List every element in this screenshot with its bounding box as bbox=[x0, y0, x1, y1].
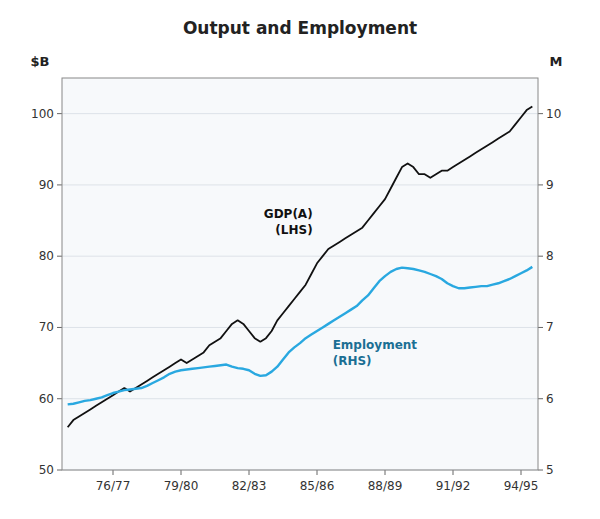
plot-frame bbox=[62, 78, 538, 470]
x-tick-label: 85/86 bbox=[300, 479, 335, 493]
y-tick bbox=[57, 470, 62, 471]
y-axis-label: $B bbox=[31, 54, 50, 69]
plot-area bbox=[62, 78, 538, 470]
y-tick-label: 100 bbox=[31, 107, 54, 121]
chart: 50 60 70 80 90 100 5 6 7 8 9 10 76/77 79/80 82/83 85/86… bbox=[0, 0, 600, 519]
series-label-line: Employment bbox=[333, 338, 418, 352]
grid-line bbox=[62, 327, 538, 328]
y2-tick-label: 9 bbox=[546, 178, 554, 192]
y-tick bbox=[57, 327, 62, 328]
y2-tick bbox=[538, 184, 543, 185]
y-tick bbox=[57, 256, 62, 257]
x-tick bbox=[249, 470, 250, 475]
x-tick-label: 76/77 bbox=[96, 479, 131, 493]
series-line bbox=[68, 107, 533, 428]
y2-tick bbox=[538, 470, 543, 471]
title: Output and Employment bbox=[183, 18, 417, 38]
y-tick-label: 70 bbox=[39, 320, 54, 334]
y2-axis-label: M bbox=[550, 54, 563, 69]
y-tick-label: 90 bbox=[39, 178, 54, 192]
series-label-line: GDP(A) bbox=[264, 207, 313, 221]
y2-tick bbox=[538, 398, 543, 399]
y2-tick bbox=[538, 327, 543, 328]
series-line bbox=[68, 267, 533, 405]
x-tick bbox=[317, 470, 318, 475]
y-tick-label: 50 bbox=[39, 463, 54, 477]
y2-tick bbox=[538, 256, 543, 257]
y-tick bbox=[57, 113, 62, 114]
y-tick bbox=[57, 398, 62, 399]
x-tick-label: 91/92 bbox=[436, 479, 471, 493]
y2-tick-label: 7 bbox=[546, 320, 554, 334]
grid-line bbox=[62, 398, 538, 399]
y-tick-label: 60 bbox=[39, 392, 54, 406]
labels: GDP(A) (LHS) Employment (RHS) bbox=[264, 207, 418, 368]
x-tick-label: 79/80 bbox=[164, 479, 199, 493]
series-label: Employment (RHS) bbox=[333, 338, 418, 368]
x-tick bbox=[385, 470, 386, 475]
y-tick bbox=[57, 184, 62, 185]
x-tick bbox=[521, 470, 522, 475]
grid-line bbox=[62, 256, 538, 257]
y2-tick-label: 5 bbox=[546, 463, 554, 477]
x-tick bbox=[181, 470, 182, 475]
x-tick bbox=[113, 470, 114, 475]
y2-tick-label: 10 bbox=[546, 107, 561, 121]
grid-line bbox=[62, 113, 538, 114]
grid-line bbox=[62, 184, 538, 185]
y2-tick bbox=[538, 113, 543, 114]
series-label-line: (LHS) bbox=[275, 223, 312, 237]
series-label-line: (RHS) bbox=[333, 354, 372, 368]
x-tick-label: 82/83 bbox=[232, 479, 267, 493]
y-tick-label: 80 bbox=[39, 249, 54, 263]
series-label: GDP(A) (LHS) bbox=[264, 207, 313, 237]
x-tick bbox=[453, 470, 454, 475]
x-tick-label: 88/89 bbox=[368, 479, 403, 493]
y2-tick-label: 6 bbox=[546, 392, 554, 406]
x-tick-label: 94/95 bbox=[504, 479, 539, 493]
series-group bbox=[68, 107, 533, 428]
y2-tick-label: 8 bbox=[546, 249, 554, 263]
